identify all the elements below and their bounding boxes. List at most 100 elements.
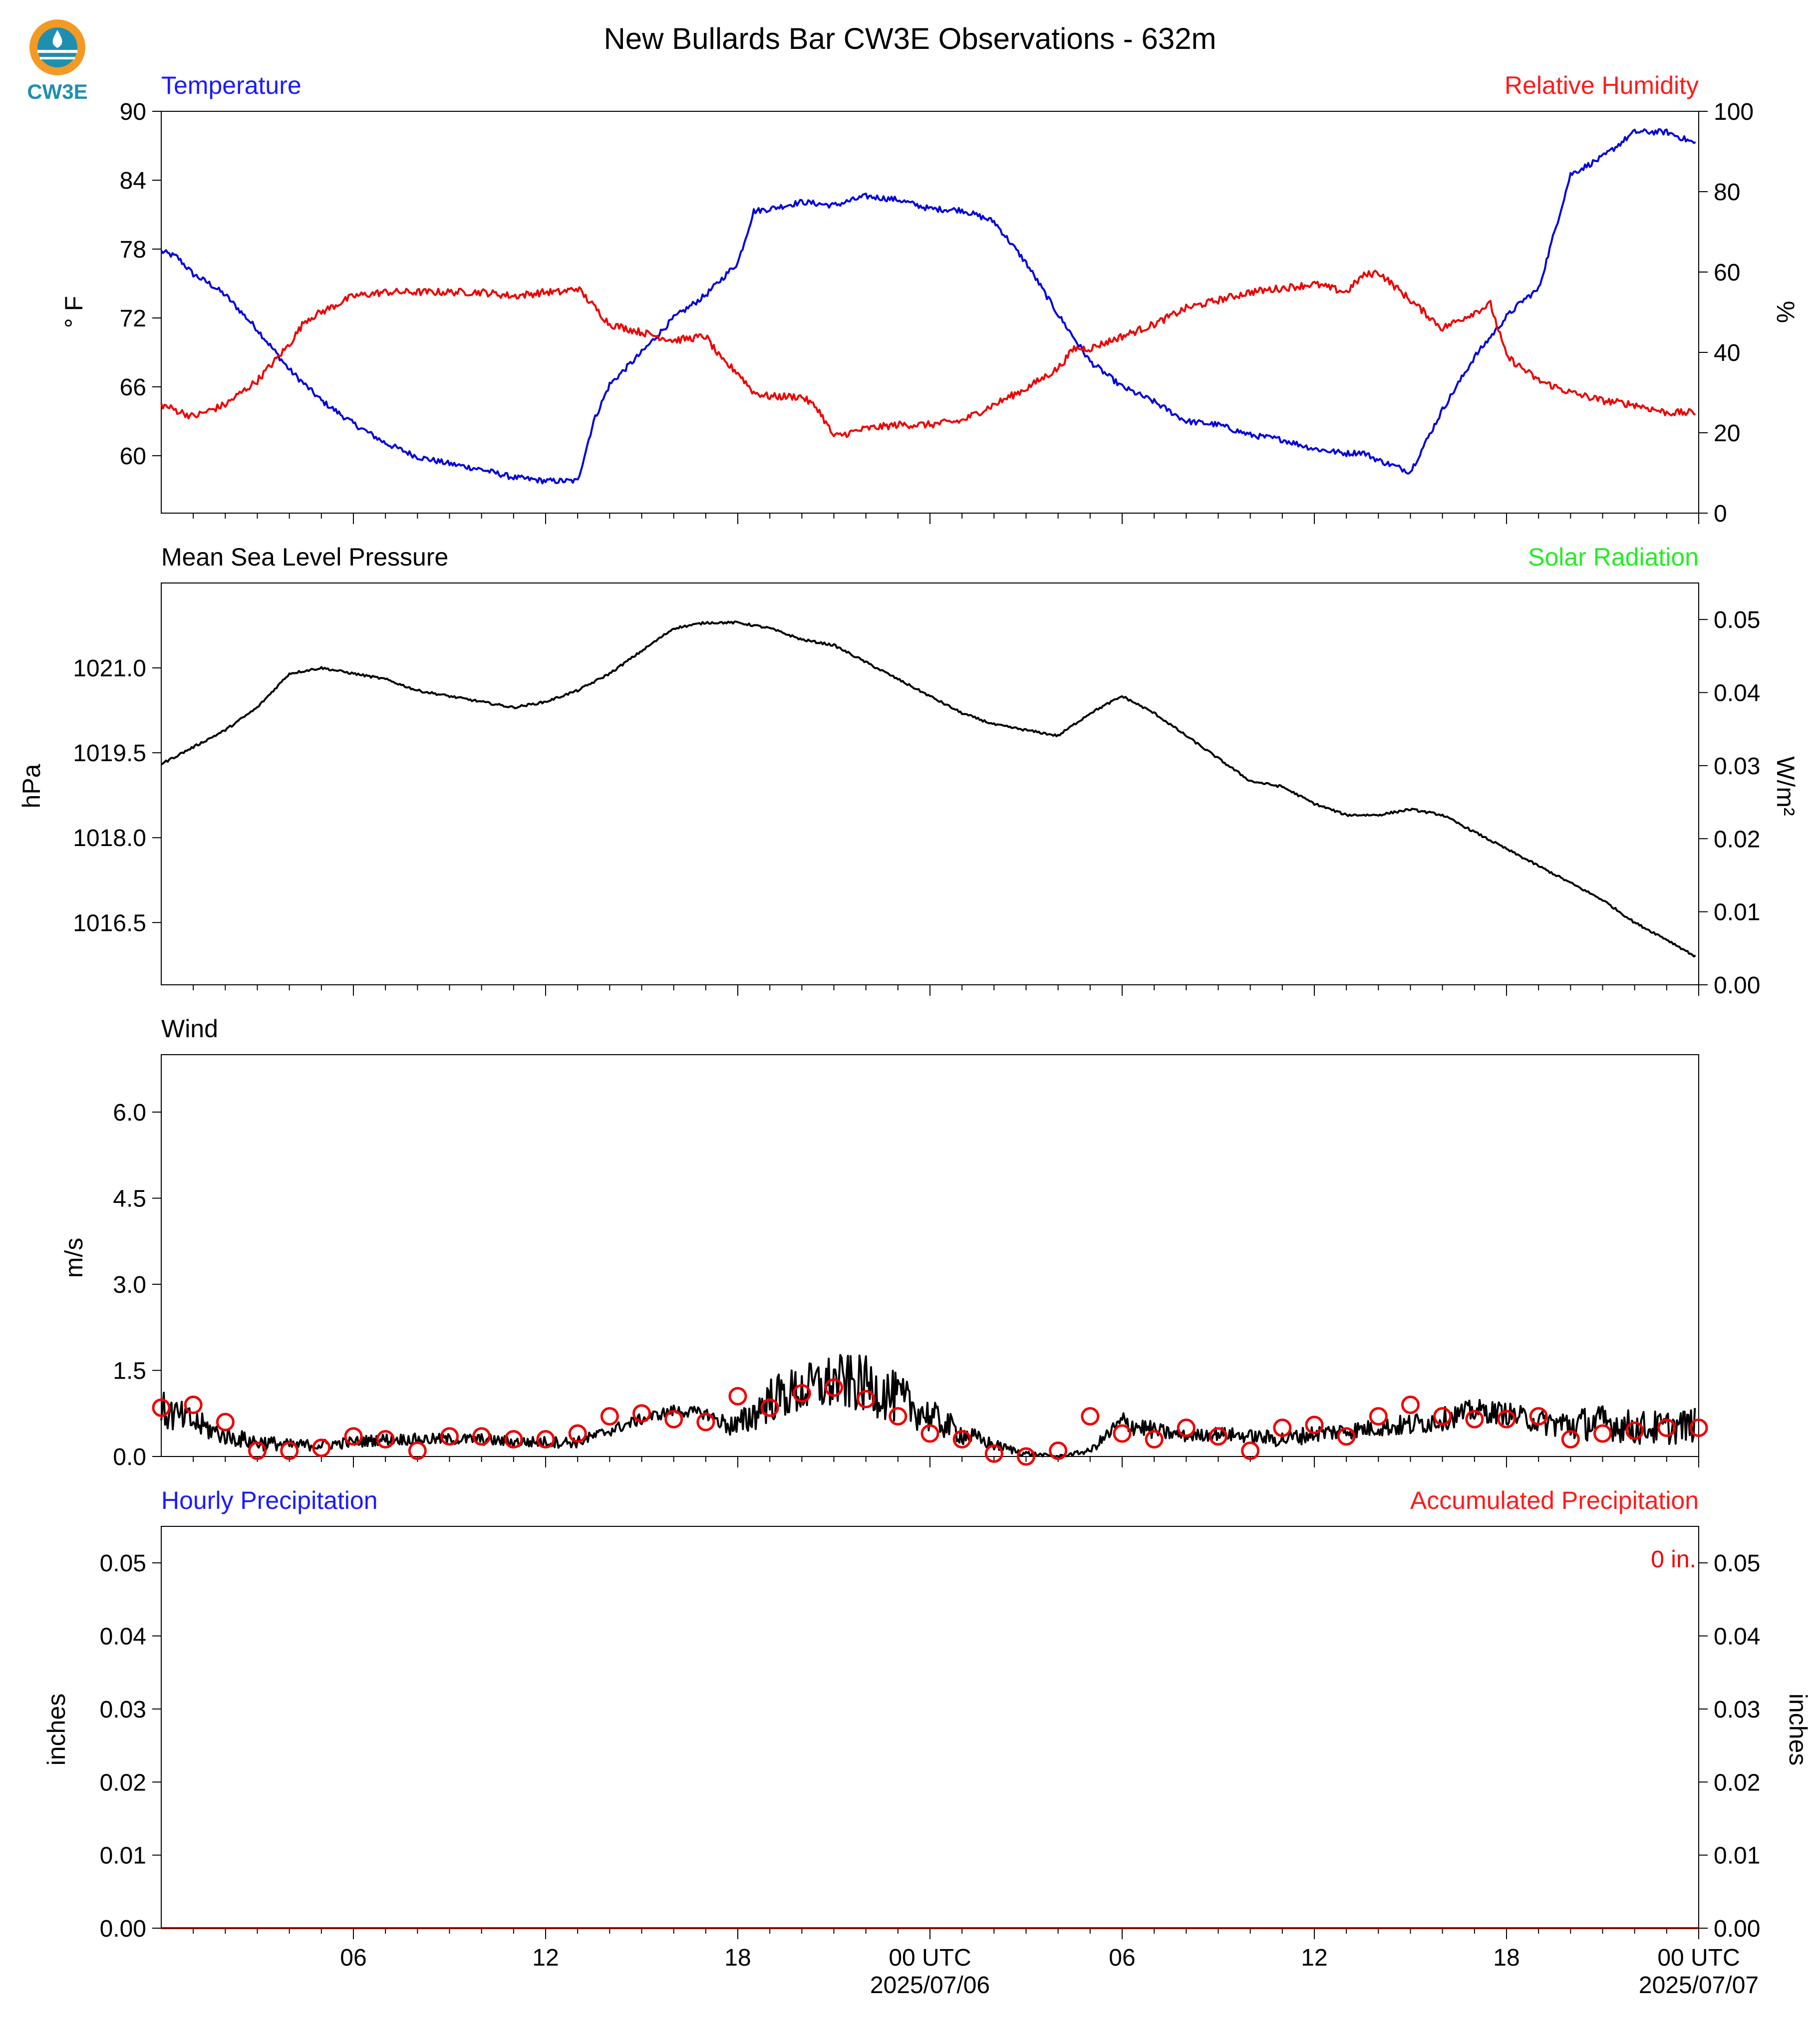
hourly-wind-point — [536, 1430, 555, 1449]
y-tick-label: 60 — [1714, 260, 1740, 286]
relative-humidity-title: Relative Humidity — [1505, 71, 1699, 99]
x-tick-label: 00 UTC — [889, 1945, 971, 1971]
hourly-wind-point — [1625, 1421, 1644, 1440]
y-tick-label: 1.5 — [113, 1358, 146, 1385]
x-tick-label: 18 — [724, 1945, 751, 1971]
y-tick-label: 84 — [120, 168, 146, 194]
accumulated-precip-title: Accumulated Precipitation — [1410, 1486, 1699, 1514]
y-tick-label: 6.0 — [113, 1100, 146, 1126]
y-tick-label: 1021.0 — [73, 655, 146, 682]
y-tick-label: 60 — [120, 443, 146, 470]
hourly-wind-point — [248, 1442, 267, 1460]
y-tick-label: 3.0 — [113, 1272, 146, 1298]
y-tick-label: 72 — [120, 305, 146, 332]
temperature-title: Temperature — [161, 71, 302, 99]
y-tick-label: 0.02 — [1714, 826, 1760, 853]
x-tick-label: 12 — [532, 1945, 559, 1971]
pressure-title: Mean Sea Level Pressure — [161, 543, 448, 571]
hourly-wind-point — [568, 1424, 587, 1443]
y-tick-label: 66 — [120, 374, 146, 401]
hourly-wind-point — [1689, 1419, 1708, 1437]
hourly-wind-point — [728, 1387, 747, 1406]
y-tick-label: 100 — [1714, 99, 1754, 125]
accum-precip-value: 0 in. — [1651, 1546, 1696, 1573]
hourly-wind-point — [1369, 1407, 1388, 1426]
hourly-wind-point — [408, 1442, 427, 1460]
hourly-wind-point — [1401, 1396, 1420, 1414]
accum-precip-ylabel: inches — [1784, 1694, 1812, 1766]
hourly-wind-point — [312, 1439, 331, 1457]
hourly-wind-point — [1273, 1419, 1292, 1437]
y-tick-label: 40 — [1714, 340, 1740, 366]
y-tick-label: 1019.5 — [73, 740, 146, 767]
solar-ylabel: W/m² — [1772, 756, 1800, 816]
y-tick-label: 0.0 — [113, 1444, 146, 1470]
hourly-wind-point — [825, 1378, 843, 1397]
hourly-wind-point — [632, 1404, 651, 1423]
cw3e-logo: CW3E — [27, 19, 88, 103]
y-tick-label: 20 — [1714, 420, 1740, 447]
logo-text: CW3E — [27, 80, 87, 103]
x-tick-label: 18 — [1493, 1945, 1519, 1971]
hourly-wind-point — [1657, 1419, 1676, 1437]
wind-title: Wind — [161, 1015, 218, 1043]
y-tick-label: 0.00 — [1714, 972, 1760, 999]
y-tick-label: 0.03 — [1714, 753, 1760, 780]
y-tick-label: 80 — [1714, 179, 1740, 206]
hourly-wind-point — [376, 1430, 395, 1449]
y-tick-label: 90 — [120, 99, 146, 125]
hourly-wind-point — [1529, 1407, 1548, 1426]
x-tick-label: 06 — [1109, 1945, 1135, 1971]
y-tick-label: 78 — [120, 237, 146, 263]
hourly-wind-point — [920, 1424, 939, 1443]
hourly-wind-point — [280, 1442, 299, 1460]
pressure-ylabel: hPa — [17, 764, 45, 808]
y-tick-label: 1016.5 — [73, 910, 146, 936]
hourly-wind-point — [1177, 1419, 1196, 1437]
hourly-wind-point — [1337, 1427, 1356, 1446]
y-tick-label: 0.01 — [100, 1843, 146, 1869]
hourly-wind-point — [216, 1413, 235, 1432]
hourly-wind-point — [184, 1396, 203, 1414]
hourly-wind-point — [1081, 1407, 1100, 1426]
hourly-wind-point — [1209, 1427, 1227, 1446]
axes-layer: 60 66 72 78 84 90 0 20 40 60 80 100 1016.5 1018.0 1019… — [73, 99, 1760, 1999]
hourly-wind-point — [152, 1398, 171, 1417]
hourly-wind-point — [472, 1427, 491, 1446]
relative-humidity-line — [160, 270, 1696, 438]
hourly-wind-point — [760, 1398, 779, 1417]
hourly-wind-point — [1497, 1410, 1516, 1429]
y-tick-label: 0.02 — [100, 1769, 146, 1796]
y-tick-label: 0.00 — [100, 1916, 146, 1942]
temperature-line — [160, 128, 1696, 485]
y-tick-label: 0.01 — [1714, 1843, 1760, 1869]
x-tick-label: 06 — [340, 1945, 366, 1971]
hourly-wind-point — [1561, 1430, 1580, 1449]
y-tick-label: 0.00 — [1714, 1916, 1760, 1942]
pressure-line — [160, 620, 1696, 958]
hourly-wind-point — [1113, 1424, 1132, 1443]
hourly-wind-point — [1305, 1416, 1324, 1435]
hourly-wind-point — [889, 1407, 908, 1426]
y-tick-label: 4.5 — [113, 1186, 146, 1212]
wind-ylabel: m/s — [60, 1238, 88, 1278]
hourly-wind-point — [1241, 1442, 1260, 1460]
hourly-wind-point — [857, 1390, 876, 1409]
hourly-wind-point — [1593, 1424, 1612, 1443]
y-tick-label: 0.04 — [1714, 1624, 1760, 1650]
x-tick-label: 2025/07/07 — [1639, 1972, 1759, 1999]
temp-ylabel: ° F — [60, 296, 88, 328]
hourly-wind-point — [1049, 1442, 1068, 1460]
y-tick-label: 1018.0 — [73, 825, 146, 852]
hourly-wind-point — [1145, 1430, 1164, 1449]
hourly-wind-point — [600, 1407, 619, 1426]
logo-wave-1 — [37, 50, 77, 53]
precip-ylabel: inches — [42, 1694, 70, 1766]
hourly-precip-title: Hourly Precipitation — [161, 1486, 378, 1514]
y-tick-label: 0.05 — [100, 1550, 146, 1577]
y-tick-label: 0 — [1714, 501, 1727, 527]
y-tick-label: 0.01 — [1714, 899, 1760, 926]
logo-wave-2 — [40, 57, 75, 59]
